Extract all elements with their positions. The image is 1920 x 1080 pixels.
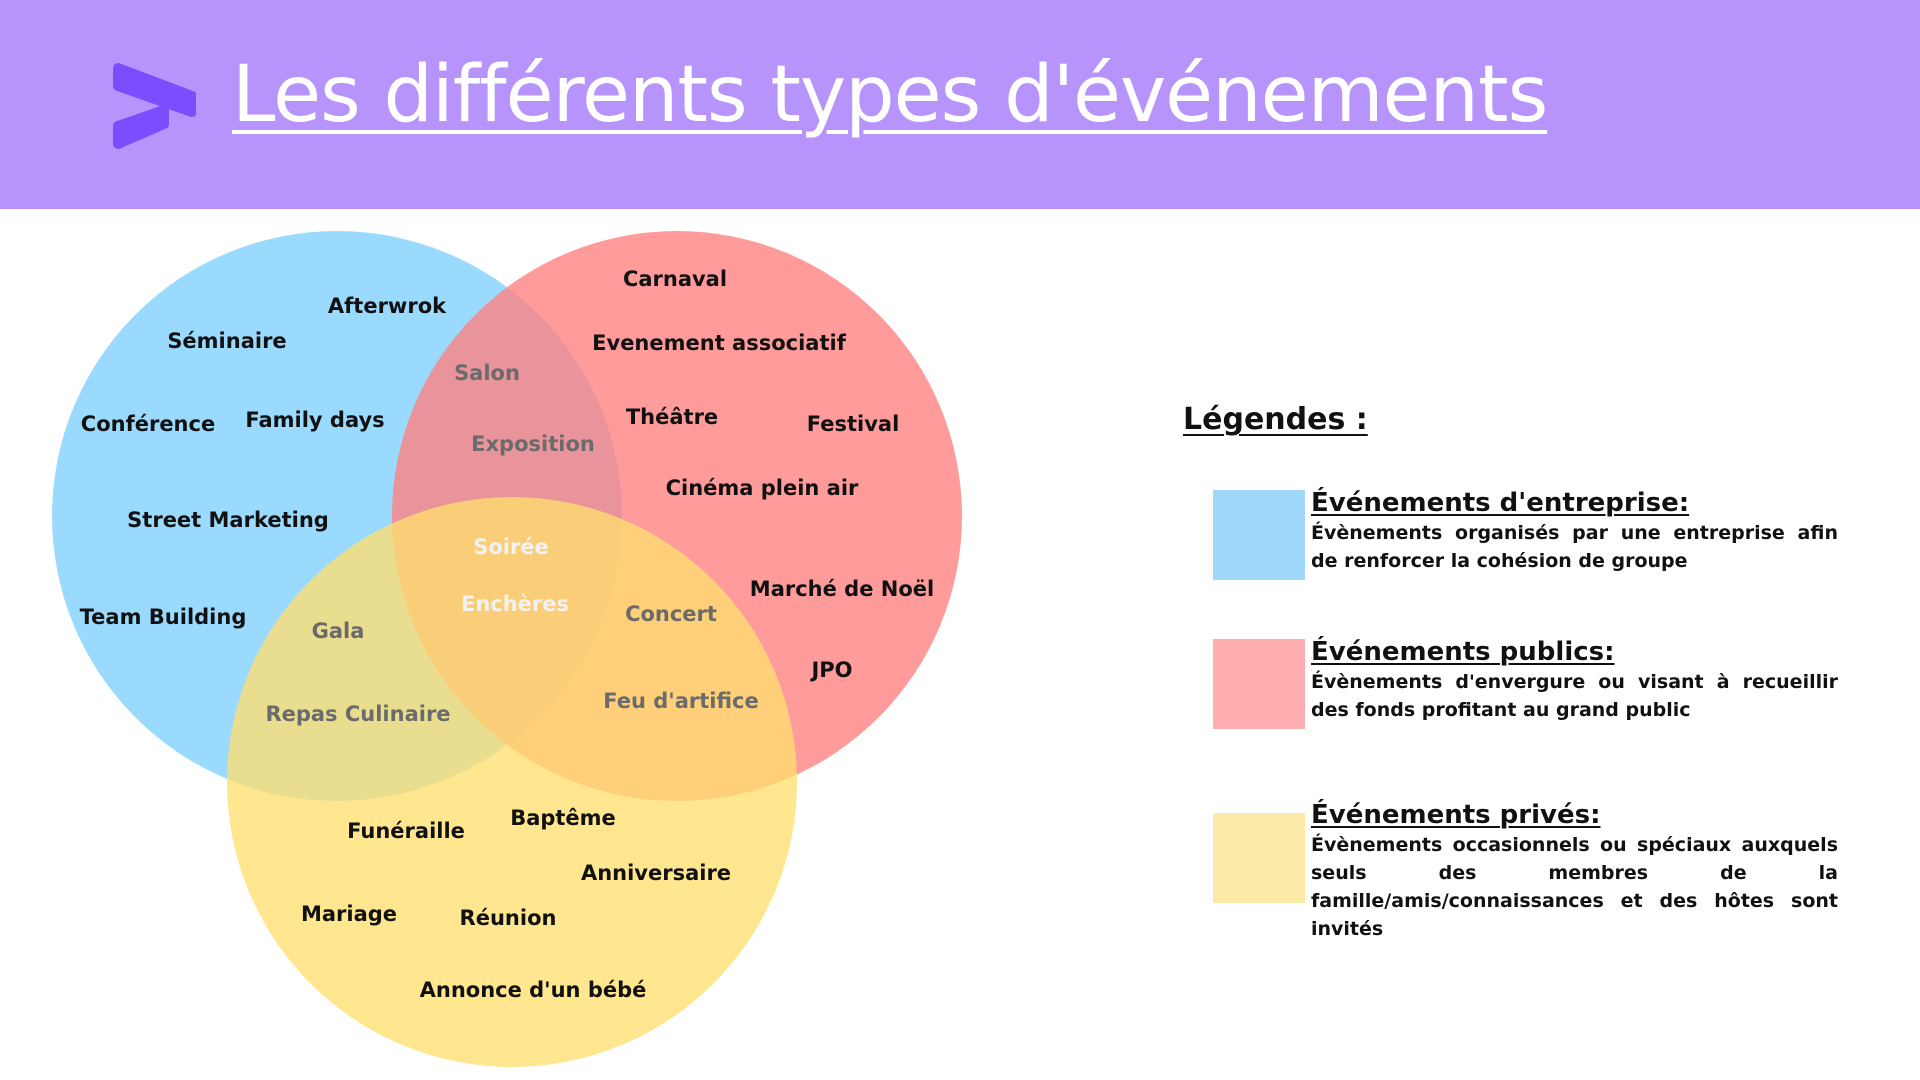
label-festival: Festival <box>806 412 900 436</box>
legend-description: Évènements organisés par une entreprise … <box>1311 522 1838 572</box>
label-soiree: Soirée <box>473 535 549 559</box>
venn-diagram: Afterwrok Séminaire Conférence Family da… <box>52 231 962 1067</box>
play-arrow-stack-icon <box>113 63 196 149</box>
legend-item-entreprise: Événements d'entreprise: Évènements orga… <box>1213 488 1838 582</box>
legend-title: Légendes : <box>1183 402 1368 437</box>
label-annonce-bebe: Annonce d'un bébé <box>419 978 647 1002</box>
circle-prives <box>227 497 797 1067</box>
legend-swatch-prives <box>1213 813 1305 903</box>
label-funeraille: Funéraille <box>347 819 465 843</box>
label-conference: Conférence <box>80 412 216 436</box>
label-afterwrok: Afterwrok <box>327 294 447 318</box>
label-team-building: Team Building <box>79 605 247 629</box>
label-street-marketing: Street Marketing <box>127 508 329 532</box>
legend-item-publics: Événements publics: Évènements d'envergu… <box>1213 637 1838 731</box>
label-marche-noel: Marché de Noël <box>749 577 935 601</box>
label-feu-artifice: Feu d'artifice <box>603 689 759 713</box>
label-mariage: Mariage <box>300 902 398 926</box>
label-theatre: Théâtre <box>625 405 719 429</box>
legend-swatch-publics <box>1213 639 1305 729</box>
legend-description: Évènements d'envergure ou visant à recue… <box>1311 671 1838 721</box>
label-reunion: Réunion <box>459 906 557 930</box>
legend-swatch-entreprise <box>1213 490 1305 580</box>
page-title: Les différents types d'événements <box>232 50 1548 140</box>
legend-name: Événements privés: <box>1311 800 1601 830</box>
venn-circles <box>52 231 962 1067</box>
label-family-days: Family days <box>245 408 385 432</box>
label-gala: Gala <box>311 619 365 643</box>
label-evenement-associatif: Evenement associatif <box>592 331 846 355</box>
header-banner: Les différents types d'événements <box>0 0 1920 209</box>
label-bapteme: Baptême <box>510 806 616 830</box>
label-encheres: Enchères <box>460 592 570 616</box>
label-seminaire: Séminaire <box>167 329 287 353</box>
label-concert: Concert <box>625 602 717 626</box>
label-exposition: Exposition <box>471 432 595 456</box>
legend-description: Évènements occasionnels ou spéciaux auxq… <box>1311 834 1838 940</box>
label-anniversaire: Anniversaire <box>580 861 732 885</box>
legend-item-prives: Événements privés: Évènements occasionne… <box>1213 800 1838 940</box>
label-salon: Salon <box>454 361 520 385</box>
label-carnaval: Carnaval <box>622 267 728 291</box>
label-cinema: Cinéma plein air <box>665 476 859 500</box>
label-jpo: JPO <box>811 658 853 682</box>
legend-name: Événements publics: <box>1311 637 1615 667</box>
label-repas-culinaire: Repas Culinaire <box>265 702 451 726</box>
legend-name: Événements d'entreprise: <box>1311 488 1690 518</box>
